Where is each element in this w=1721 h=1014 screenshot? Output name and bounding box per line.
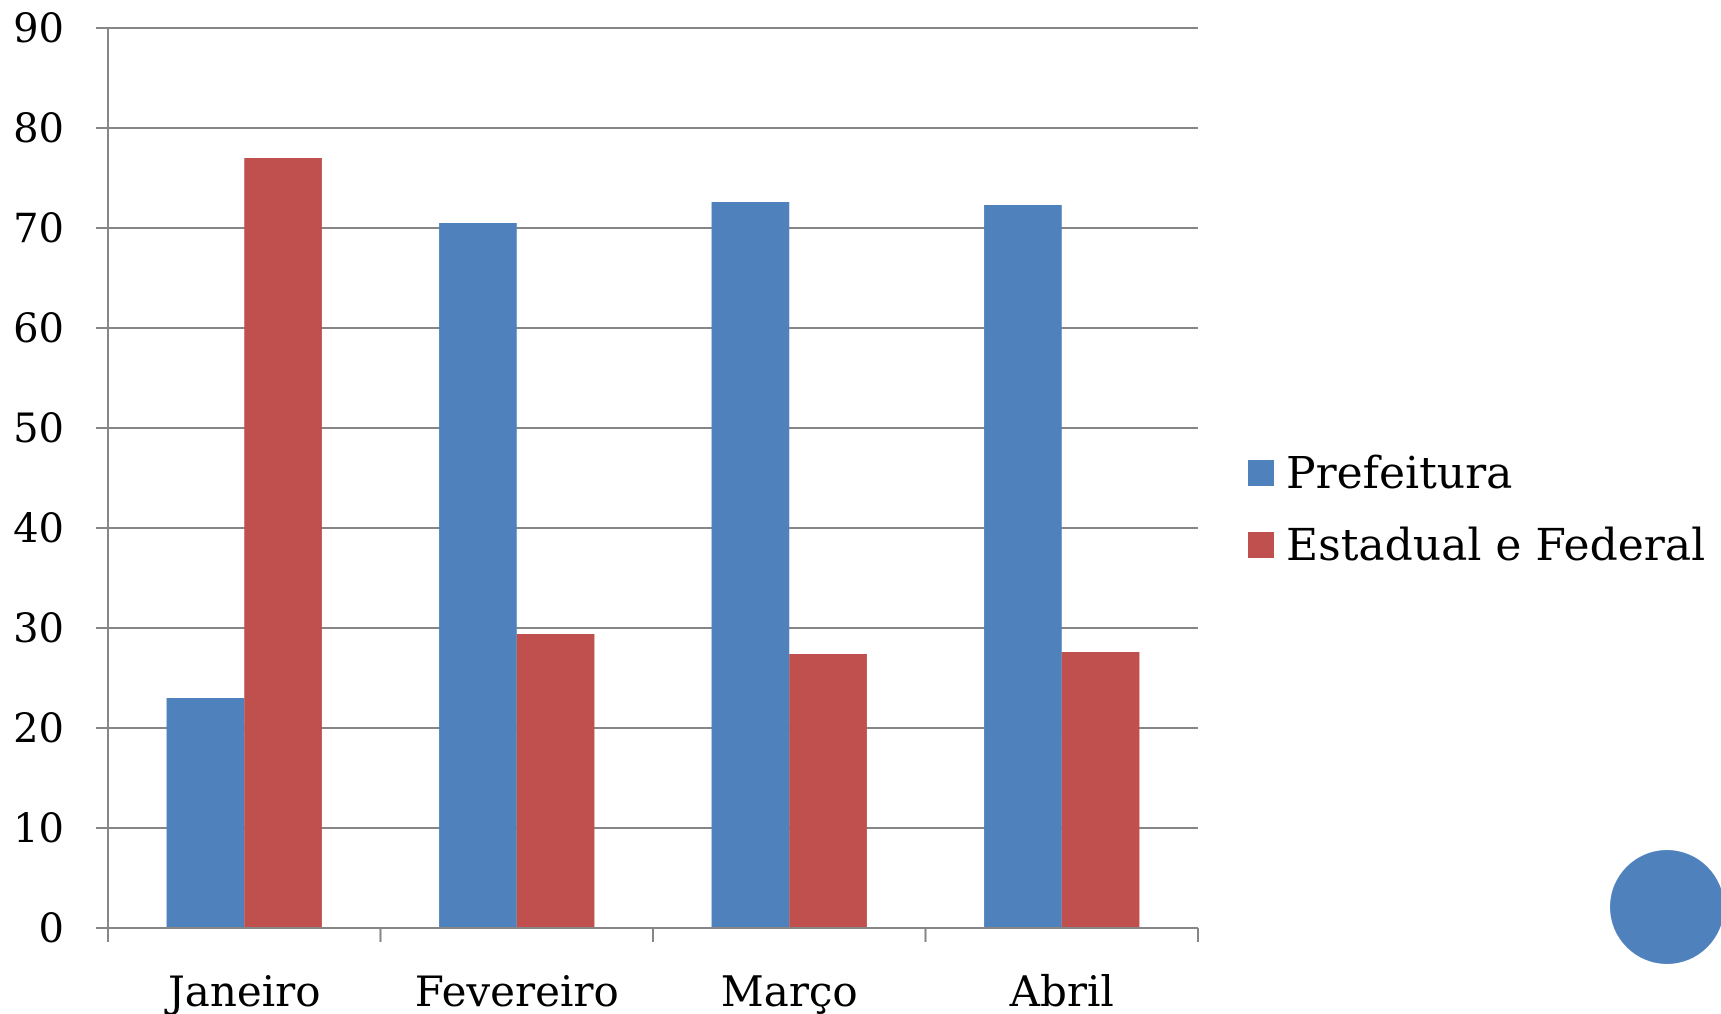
bar-prefeitura-abril [984,205,1062,928]
y-tick-label: 90 [13,6,64,52]
y-tick-label: 40 [13,506,64,552]
bar-prefeitura-janeiro [166,698,245,928]
bars [166,158,1140,928]
y-tick-label: 50 [13,406,64,452]
bar-estadual-e-federal-abril [1061,652,1140,928]
legend-swatch [1248,532,1274,558]
y-tick-label: 80 [13,106,64,152]
bar-estadual-e-federal-fevereiro [516,634,595,928]
y-axis-ticks: 0 10 20 30 40 50 60 70 80 90 [13,6,108,952]
bar-estadual-e-federal-janeiro [244,158,322,928]
legend-swatch [1248,460,1274,486]
y-tick-label: 0 [39,906,64,952]
x-category-label: Janeiro [164,967,321,1014]
y-tick-label: 20 [13,706,64,752]
bar-prefeitura-fevereiro [439,223,517,928]
y-tick-label: 70 [13,206,64,252]
decorative-circle [1610,850,1721,964]
y-tick-label: 60 [13,306,64,352]
x-category-label: Abril [1009,967,1114,1014]
x-category-label: Março [721,967,858,1014]
y-tick-label: 30 [13,606,64,652]
x-axis-ticks: Janeiro Fevereiro Março Abril [107,928,1199,1014]
bar-prefeitura-março [711,202,790,928]
x-category-label: Fevereiro [415,967,619,1014]
y-tick-label: 10 [13,806,64,852]
legend: Prefeitura Estadual e Federal [1248,448,1705,571]
bar-estadual-e-federal-março [789,654,867,928]
legend-label: Estadual e Federal [1286,520,1705,571]
legend-label: Prefeitura [1286,448,1512,499]
